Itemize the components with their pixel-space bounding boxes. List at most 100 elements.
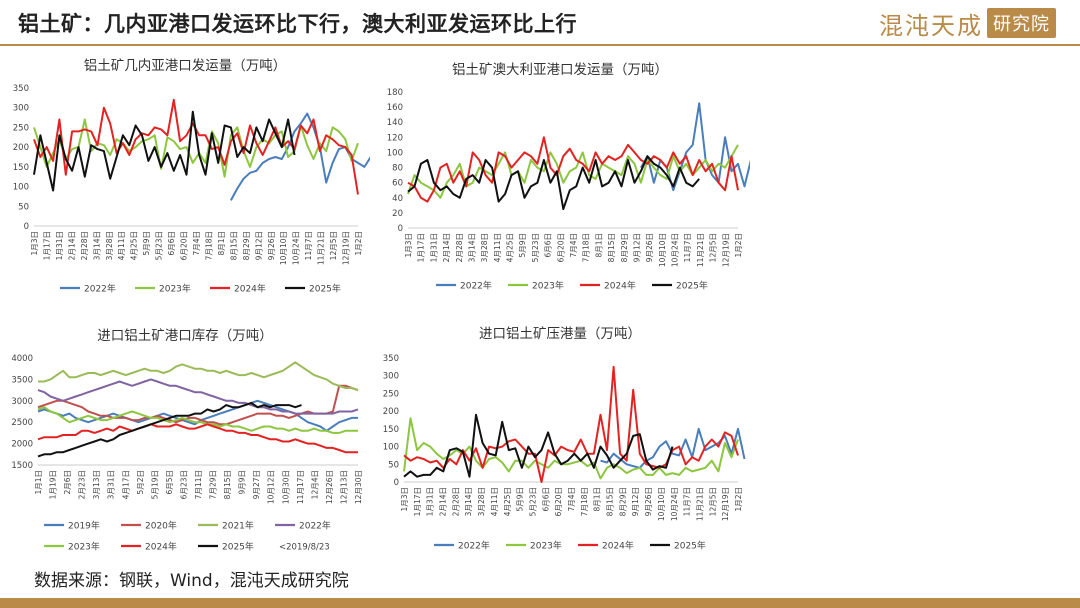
- y-tick-label: 200: [13, 143, 29, 153]
- x-tick-label: 7月29日: [209, 470, 218, 499]
- x-tick-label: 9月9日: [238, 470, 247, 495]
- x-tick-label: 1月31日: [426, 487, 435, 516]
- legend-label: 2023年: [530, 540, 562, 552]
- x-tick-label: 8月29日: [618, 487, 627, 516]
- x-tick-label: 7月4日: [567, 487, 576, 512]
- x-tick-label: 12月19日: [342, 231, 351, 265]
- x-tick-label: 10月30日: [281, 470, 290, 504]
- x-tick-label: 2月23日: [78, 470, 87, 499]
- y-tick-label: 50: [18, 202, 29, 212]
- x-tick-label: 3月13日: [92, 470, 101, 499]
- series-line: [37, 384, 359, 426]
- series-line: [403, 365, 739, 483]
- x-tick-label: 9月12日: [254, 231, 263, 260]
- series-line: [38, 361, 359, 392]
- x-tick-label: 1月17日: [417, 233, 426, 262]
- x-tick-label: 11月7日: [683, 233, 692, 262]
- y-tick-label: 250: [13, 123, 29, 133]
- y-tick-label: 160: [387, 103, 403, 113]
- x-tick-label: 3月28日: [105, 231, 114, 260]
- x-tick-label: 7月4日: [569, 233, 578, 258]
- y-tick-label: 60: [392, 179, 403, 189]
- x-tick-label: 12月19日: [721, 487, 730, 521]
- x-tick-label: 1月31日: [55, 231, 64, 260]
- legend-label: 2022年: [460, 280, 492, 292]
- x-tick-label: 6月20日: [180, 231, 189, 260]
- y-tick-label: 140: [387, 118, 403, 128]
- x-tick-label: 2月28日: [80, 231, 89, 260]
- y-tick-label: 150: [383, 425, 399, 435]
- series-line: [407, 155, 700, 211]
- series-line: [33, 98, 359, 195]
- x-tick-label: 5月9日: [518, 233, 527, 258]
- y-tick-label: 2000: [11, 440, 33, 450]
- brand-badge: 研究院: [987, 8, 1056, 38]
- legend-label: 2024年: [145, 541, 177, 553]
- y-tick-label: 0: [394, 478, 399, 488]
- legend-label: 2022年: [458, 540, 490, 552]
- legend-label: 2025年: [309, 283, 341, 295]
- x-tick-label: 1月19日: [49, 470, 58, 499]
- x-tick-label: 5月23日: [531, 233, 540, 262]
- x-tick-label: 1月17日: [413, 487, 422, 516]
- x-tick-label: 8月1日: [593, 487, 602, 512]
- legend-label: 2022年: [299, 520, 331, 532]
- legend-label: 2021年: [222, 520, 254, 532]
- legend-label: 2019年: [68, 520, 100, 532]
- chart-australia-shipments: 铝土矿澳大利亚港口发运量（万吨） 0 20 40 60 80 100 120 140 160 180…: [387, 62, 750, 292]
- chart-title: 进口铝土矿压港量（万吨）: [479, 326, 641, 342]
- brand-name: 混沌天成: [879, 11, 983, 40]
- x-tick-label: 12月5日: [709, 233, 718, 262]
- x-tick-label: 6月6日: [541, 487, 550, 512]
- x-tick-label: 9月26日: [645, 233, 654, 262]
- y-tick-label: 3500: [11, 375, 33, 385]
- x-tick-label: 5月23日: [528, 487, 537, 516]
- x-tick-label: 1月2日: [354, 231, 363, 256]
- y-tick-label: 180: [387, 88, 403, 98]
- y-tick-label: 100: [387, 148, 403, 158]
- x-tick-label: 11月7日: [683, 487, 692, 516]
- x-tick-label: 12月30日: [354, 470, 363, 504]
- x-tick-label: 4月11日: [490, 487, 499, 516]
- x-tick-label: 10月24日: [292, 231, 301, 265]
- x-tick-label: 9月12日: [632, 233, 641, 262]
- chart-port-inventory: 进口铝土矿港口库存（万吨） 1500 2000 2500 3000 3500 4000 1月1…: [11, 328, 363, 553]
- x-tick-label: 3月31日: [107, 470, 116, 499]
- x-tick-label: 1月2日: [734, 487, 743, 512]
- x-tick-label: 2月14日: [442, 233, 451, 262]
- x-tick-label: 10月24日: [671, 233, 680, 267]
- x-tick-label: 5月23日: [155, 231, 164, 260]
- series-line: [403, 413, 674, 478]
- y-tick-label: 250: [383, 389, 399, 399]
- x-tick-label: 10月12日: [267, 470, 276, 504]
- y-tick-label: 300: [383, 372, 399, 382]
- y-tick-label: 2500: [11, 418, 33, 428]
- x-tick-label: 9月26日: [267, 231, 276, 260]
- legend-label: 2023年: [68, 541, 100, 553]
- x-tick-label: 9月26日: [644, 487, 653, 516]
- x-tick-label: 1月1日: [34, 470, 43, 495]
- x-tick-label: 8月29日: [620, 233, 629, 262]
- x-tick-label: 3月14日: [464, 487, 473, 516]
- chart-port-congestion: 进口铝土矿压港量（万吨） 0 50 100 150 200 250 300 350 1月3日 1月1…: [383, 326, 746, 552]
- legend-label: 2024年: [234, 283, 266, 295]
- y-tick-label: 350: [13, 84, 29, 94]
- x-tick-label: 10月24日: [670, 487, 679, 521]
- x-tick-label: 4月25日: [130, 231, 139, 260]
- x-tick-label: 12月19日: [721, 233, 730, 267]
- x-tick-label: 7月18日: [580, 487, 589, 516]
- chart-guinea-shipments: 铝土矿几内亚港口发运量（万吨） 0 50 100 150 200 250 300 350 1月3日…: [13, 58, 370, 295]
- x-tick-label: 12月13日: [339, 470, 348, 504]
- series-line: [33, 110, 296, 192]
- y-tick-label: 100: [13, 183, 29, 193]
- x-tick-label: 9月27日: [252, 470, 261, 499]
- x-tick-label: 1月31日: [429, 233, 438, 262]
- legend-label: 2023年: [532, 280, 564, 292]
- legend-label: 2025年: [222, 541, 254, 553]
- legend-label: 2024年: [602, 540, 634, 552]
- x-tick-label: 8月1日: [217, 231, 226, 256]
- x-tick-label: 1月3日: [400, 487, 409, 512]
- legend-label: 2025年: [674, 540, 706, 552]
- x-tick-label: 4月17日: [121, 470, 130, 499]
- y-tick-label: 350: [383, 354, 399, 364]
